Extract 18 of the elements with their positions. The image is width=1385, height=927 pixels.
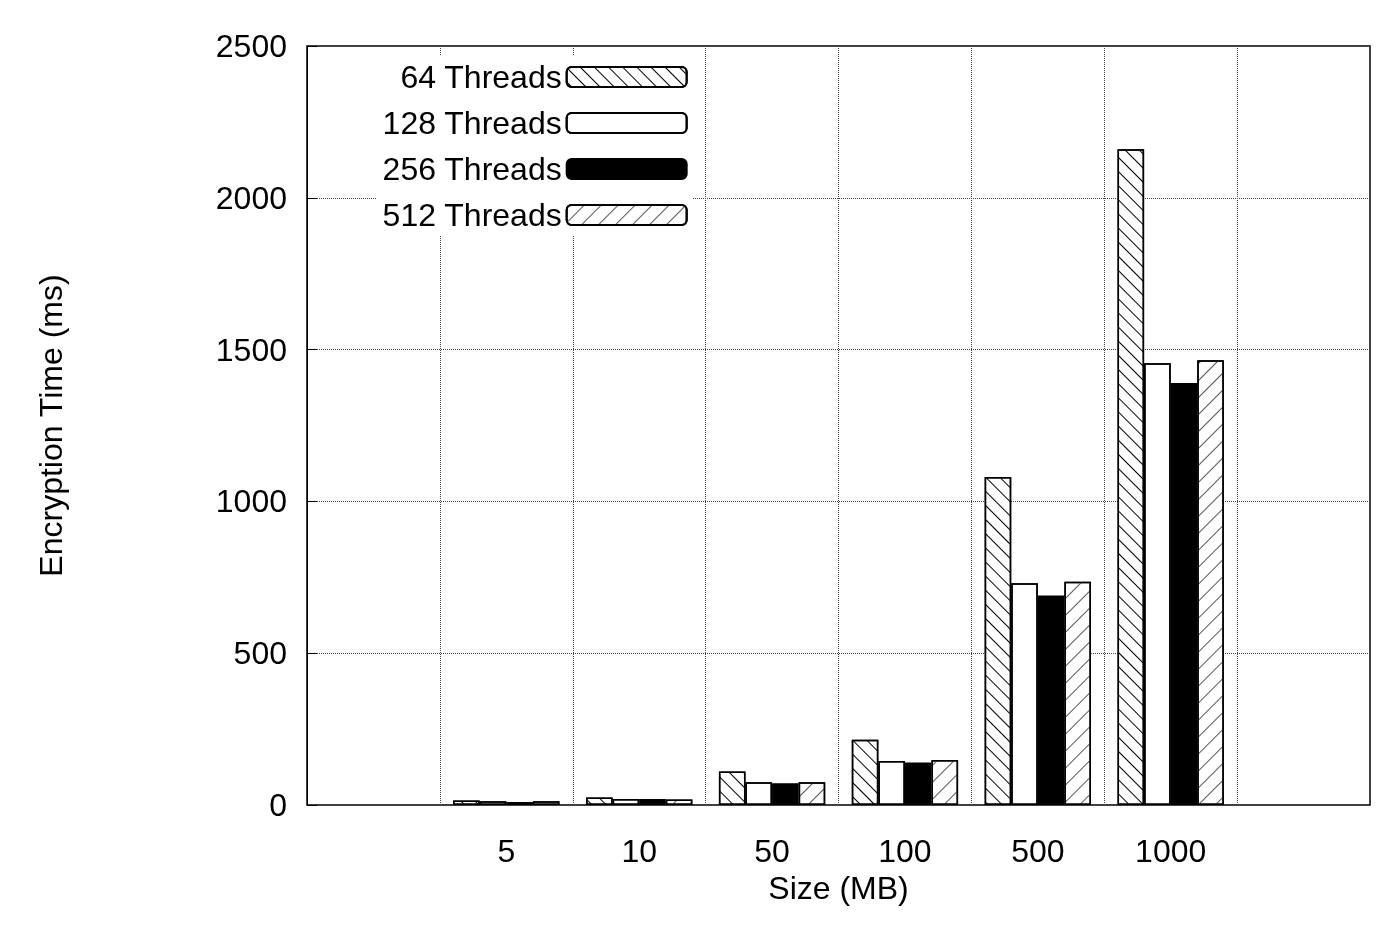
x-tick-label: 5 xyxy=(497,833,516,869)
y-tick-label: 2500 xyxy=(215,28,287,64)
y-tick-label: 2000 xyxy=(215,179,287,216)
x-axis-title: Size (MB) xyxy=(768,869,909,906)
legend-label: 512 Threads xyxy=(382,197,562,233)
y-tick-label: 500 xyxy=(233,635,287,672)
x-tick-label: 50 xyxy=(754,833,790,869)
y-tick-label: 0 xyxy=(269,787,287,823)
legend-label: 64 Threads xyxy=(400,59,562,95)
legend-label: 256 Threads xyxy=(382,151,562,187)
y-tick-label: 1500 xyxy=(215,331,287,368)
x-tick-label: 10 xyxy=(621,833,657,869)
legend-label: 128 Threads xyxy=(382,105,562,141)
y-axis-title: Encryption Time (ms) xyxy=(33,274,69,577)
x-tick-label: 500 xyxy=(1011,833,1065,869)
y-tick-label: 1000 xyxy=(215,483,287,520)
x-tick-label: 1000 xyxy=(1135,833,1207,869)
x-tick-label: 100 xyxy=(878,833,932,869)
